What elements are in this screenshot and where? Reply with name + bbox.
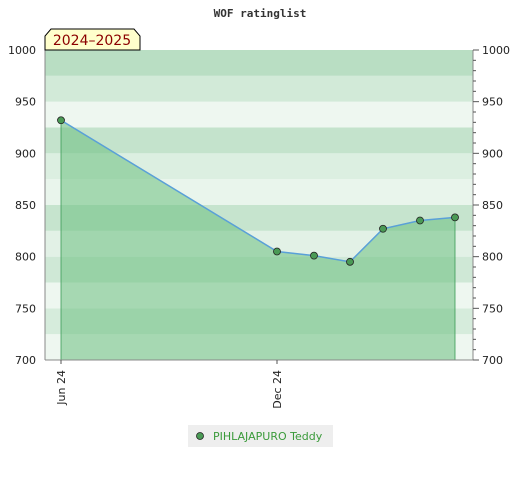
series-markers	[57, 116, 459, 266]
data-point	[57, 116, 65, 125]
legend-marker	[196, 432, 204, 440]
chart-title: WOF ratinglist	[214, 7, 307, 20]
y-tick-label: 1000	[8, 44, 36, 57]
y-tick-label: 750	[15, 302, 36, 315]
rating-band	[45, 127, 473, 154]
season-badge-bg	[44, 28, 141, 51]
data-point	[451, 213, 459, 222]
y-axis-right: 700 750 800 850 900 950 1000	[473, 44, 510, 367]
y-tick-label: 700	[482, 354, 503, 367]
y-tick-label: 950	[15, 96, 36, 109]
season-badge: 2024–2025	[44, 28, 141, 51]
y-tick-label: 700	[15, 354, 36, 367]
y-tick-label: 1000	[482, 44, 510, 57]
y-tick-label: 850	[482, 199, 503, 212]
data-point	[379, 224, 387, 233]
rating-band	[45, 50, 473, 76]
y-tick-label: 950	[482, 96, 503, 109]
y-tick-label: 900	[15, 147, 36, 160]
data-point	[273, 247, 281, 256]
rating-band	[45, 101, 473, 128]
data-point	[346, 257, 354, 266]
y-tick-label: 750	[482, 302, 503, 315]
rating-band	[45, 75, 473, 102]
legend-box	[188, 425, 333, 447]
x-tick-label: Jun 24	[55, 370, 68, 406]
y-tick-label: 900	[482, 147, 503, 160]
data-point	[416, 216, 424, 225]
legend[interactable]: PIHLAJAPURO Teddy	[188, 425, 333, 447]
y-tick-label: 800	[15, 251, 36, 264]
y-tick-label: 800	[482, 251, 503, 264]
legend-entry: PIHLAJAPURO Teddy	[213, 430, 323, 443]
x-axis: Jun 24 Dec 24	[55, 360, 284, 409]
season-label: 2024–2025	[53, 33, 131, 49]
y-axis-left: 700 750 800 850 900 950 1000	[8, 44, 36, 367]
x-tick-label: Dec 24	[271, 370, 284, 409]
data-point	[310, 251, 318, 260]
y-tick-label: 850	[15, 199, 36, 212]
